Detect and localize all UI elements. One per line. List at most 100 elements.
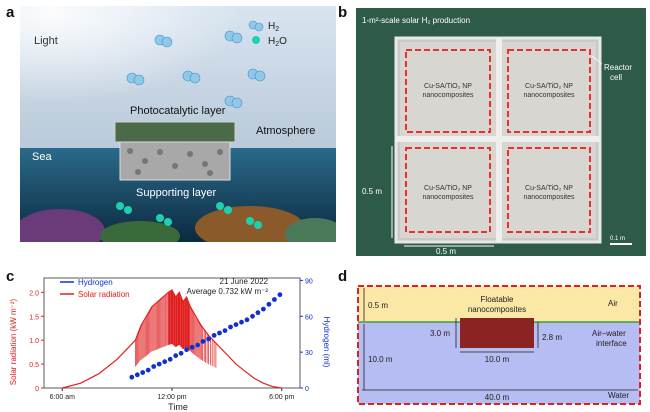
series-solar-fluctuation bbox=[135, 290, 217, 368]
y-right-label: Hydrogen (ml) bbox=[322, 317, 331, 368]
hydrogen-point bbox=[156, 361, 162, 367]
cell-label-line1: Cu-SA/TiO₂ NP bbox=[525, 83, 573, 90]
hydrogen-point bbox=[184, 347, 190, 353]
panel-letter-b: b bbox=[338, 4, 348, 21]
y-left-tick-label: 1.0 bbox=[29, 338, 39, 345]
floatable-block bbox=[460, 318, 534, 348]
h2o-legend-icon bbox=[252, 36, 260, 44]
label-interface: Air–water bbox=[592, 329, 626, 338]
hydrogen-point bbox=[233, 322, 239, 327]
hydrogen-point bbox=[244, 317, 250, 323]
hydrogen-point bbox=[129, 374, 135, 380]
coral bbox=[100, 221, 180, 242]
hydrogen-point bbox=[151, 364, 157, 369]
y-right-tick-label: 30 bbox=[305, 350, 313, 357]
hydrogen-point bbox=[178, 350, 184, 356]
hydrogen-point bbox=[261, 306, 266, 312]
hydrogen-point bbox=[222, 328, 228, 333]
chart-date: 21 June 2022 bbox=[220, 277, 269, 286]
label-supporting-layer: Supporting layer bbox=[136, 187, 216, 199]
dim-horizontal-label: 0.5 m bbox=[436, 247, 456, 256]
label-atmosphere: Atmosphere bbox=[256, 125, 315, 137]
air-region bbox=[358, 286, 640, 322]
hydrogen-point bbox=[206, 336, 212, 342]
label-h2: H2 bbox=[268, 21, 279, 33]
y-left-label: Solar radiation (kW m⁻²) bbox=[9, 298, 18, 385]
hydrogen-point bbox=[211, 333, 217, 338]
hydrogen-point bbox=[255, 310, 261, 316]
label-water: Water bbox=[608, 391, 629, 400]
x-axis-label: Time bbox=[168, 402, 188, 412]
hydrogen-point bbox=[173, 353, 179, 359]
legend-solar: Solar radiation bbox=[78, 290, 130, 299]
panel-b-photo: 1-m²-scale solar H₂ production Reactor c… bbox=[356, 8, 646, 256]
x-tick-label: 12:00 pm bbox=[157, 394, 186, 401]
cell-label-line1: Cu-SA/TiO₂ NP bbox=[525, 185, 573, 192]
label-floatable: Floatable bbox=[481, 295, 514, 304]
cell-label-line2: nanocomposites bbox=[524, 92, 575, 99]
y-right-tick-label: 0 bbox=[305, 386, 309, 393]
x-tick-label: 6:00 pm bbox=[269, 394, 294, 401]
panel-letter-c: c bbox=[6, 268, 15, 285]
hydrogen-point bbox=[272, 297, 277, 302]
scale-bar-label: 0.1 m bbox=[610, 236, 625, 242]
dim-width-label: 40.0 m bbox=[485, 393, 510, 402]
label-floatable-2: nanocomposites bbox=[468, 305, 526, 314]
label-air: Air bbox=[608, 299, 618, 308]
hydrogen-point bbox=[217, 330, 222, 336]
cell-label-line1: Cu-SA/TiO₂ NP bbox=[424, 83, 472, 90]
reactor-label-2: cell bbox=[610, 73, 622, 82]
cell-label-line1: Cu-SA/TiO₂ NP bbox=[424, 185, 472, 192]
y-left-tick-label: 0.5 bbox=[29, 362, 39, 369]
hydrogen-point bbox=[162, 359, 168, 365]
dim-water-label: 10.0 m bbox=[368, 355, 393, 364]
outer-border bbox=[357, 285, 641, 405]
hydrogen-point bbox=[195, 342, 201, 348]
label-interface-2: interface bbox=[596, 339, 627, 348]
y-left-tick-label: 0 bbox=[35, 386, 39, 393]
legend-hydrogen: Hydrogen bbox=[78, 278, 113, 287]
hydrogen-point bbox=[250, 313, 255, 319]
label-light: Light bbox=[34, 35, 58, 47]
hydrogen-point bbox=[145, 367, 151, 373]
block-height-right-label: 2.8 m bbox=[542, 333, 562, 342]
cell-label-line2: nanocomposites bbox=[423, 194, 474, 201]
label-h2o: H2O bbox=[268, 36, 287, 48]
dim-air-label: 0.5 m bbox=[368, 301, 388, 310]
hydrogen-point bbox=[200, 339, 206, 344]
hydrogen-point bbox=[189, 344, 195, 350]
panel-letter-d: d bbox=[338, 268, 348, 285]
cell-label-line2: nanocomposites bbox=[423, 92, 474, 99]
reactor-cell bbox=[507, 49, 591, 133]
dim-vertical-label: 0.5 m bbox=[362, 187, 382, 196]
coral bbox=[285, 218, 336, 242]
hydrogen-molecules bbox=[126, 30, 266, 109]
block-width-label: 10.0 m bbox=[485, 355, 510, 364]
reactor-cell bbox=[405, 49, 491, 133]
photocatalytic-layer bbox=[114, 121, 236, 143]
panel-d-diagram: Air Water Air–water interface Floatable … bbox=[357, 285, 641, 405]
y-right-tick-label: 60 bbox=[305, 314, 313, 321]
series-solar-line bbox=[62, 289, 282, 389]
chart-average: Average 0.732 kW m⁻² bbox=[187, 287, 269, 296]
x-tick-label: 6:00 am bbox=[50, 394, 75, 401]
label-photocatalytic-layer: Photocatalytic layer bbox=[130, 105, 226, 117]
reactor-cell bbox=[507, 147, 591, 233]
y-left-tick-label: 2.0 bbox=[29, 290, 39, 297]
hydrogen-point bbox=[167, 356, 173, 362]
coral bbox=[20, 209, 105, 242]
reactor-label: Reactor bbox=[604, 63, 632, 72]
panel-a-illustration: Light H2 H2O Photocatalytic layer Atmosp… bbox=[20, 6, 336, 242]
panel-c-chart: 0 0.5 1.0 1.5 2.0 0 30 60 90 6:00 am 12:00 pm 6:00 … bbox=[9, 277, 331, 412]
hydrogen-point bbox=[140, 370, 146, 375]
hydrogen-point bbox=[228, 324, 233, 330]
photo-title: 1-m²-scale solar H₂ production bbox=[362, 16, 470, 25]
y-left-tick-label: 1.5 bbox=[29, 314, 39, 321]
hydrogen-point bbox=[277, 292, 283, 298]
hydrogen-point bbox=[266, 301, 272, 307]
block-height-left-label: 3.0 m bbox=[430, 329, 450, 338]
y-right-tick-label: 90 bbox=[305, 278, 313, 285]
reactor-cell bbox=[405, 147, 491, 233]
water-molecules bbox=[116, 202, 262, 229]
cell-label-line2: nanocomposites bbox=[524, 194, 575, 201]
